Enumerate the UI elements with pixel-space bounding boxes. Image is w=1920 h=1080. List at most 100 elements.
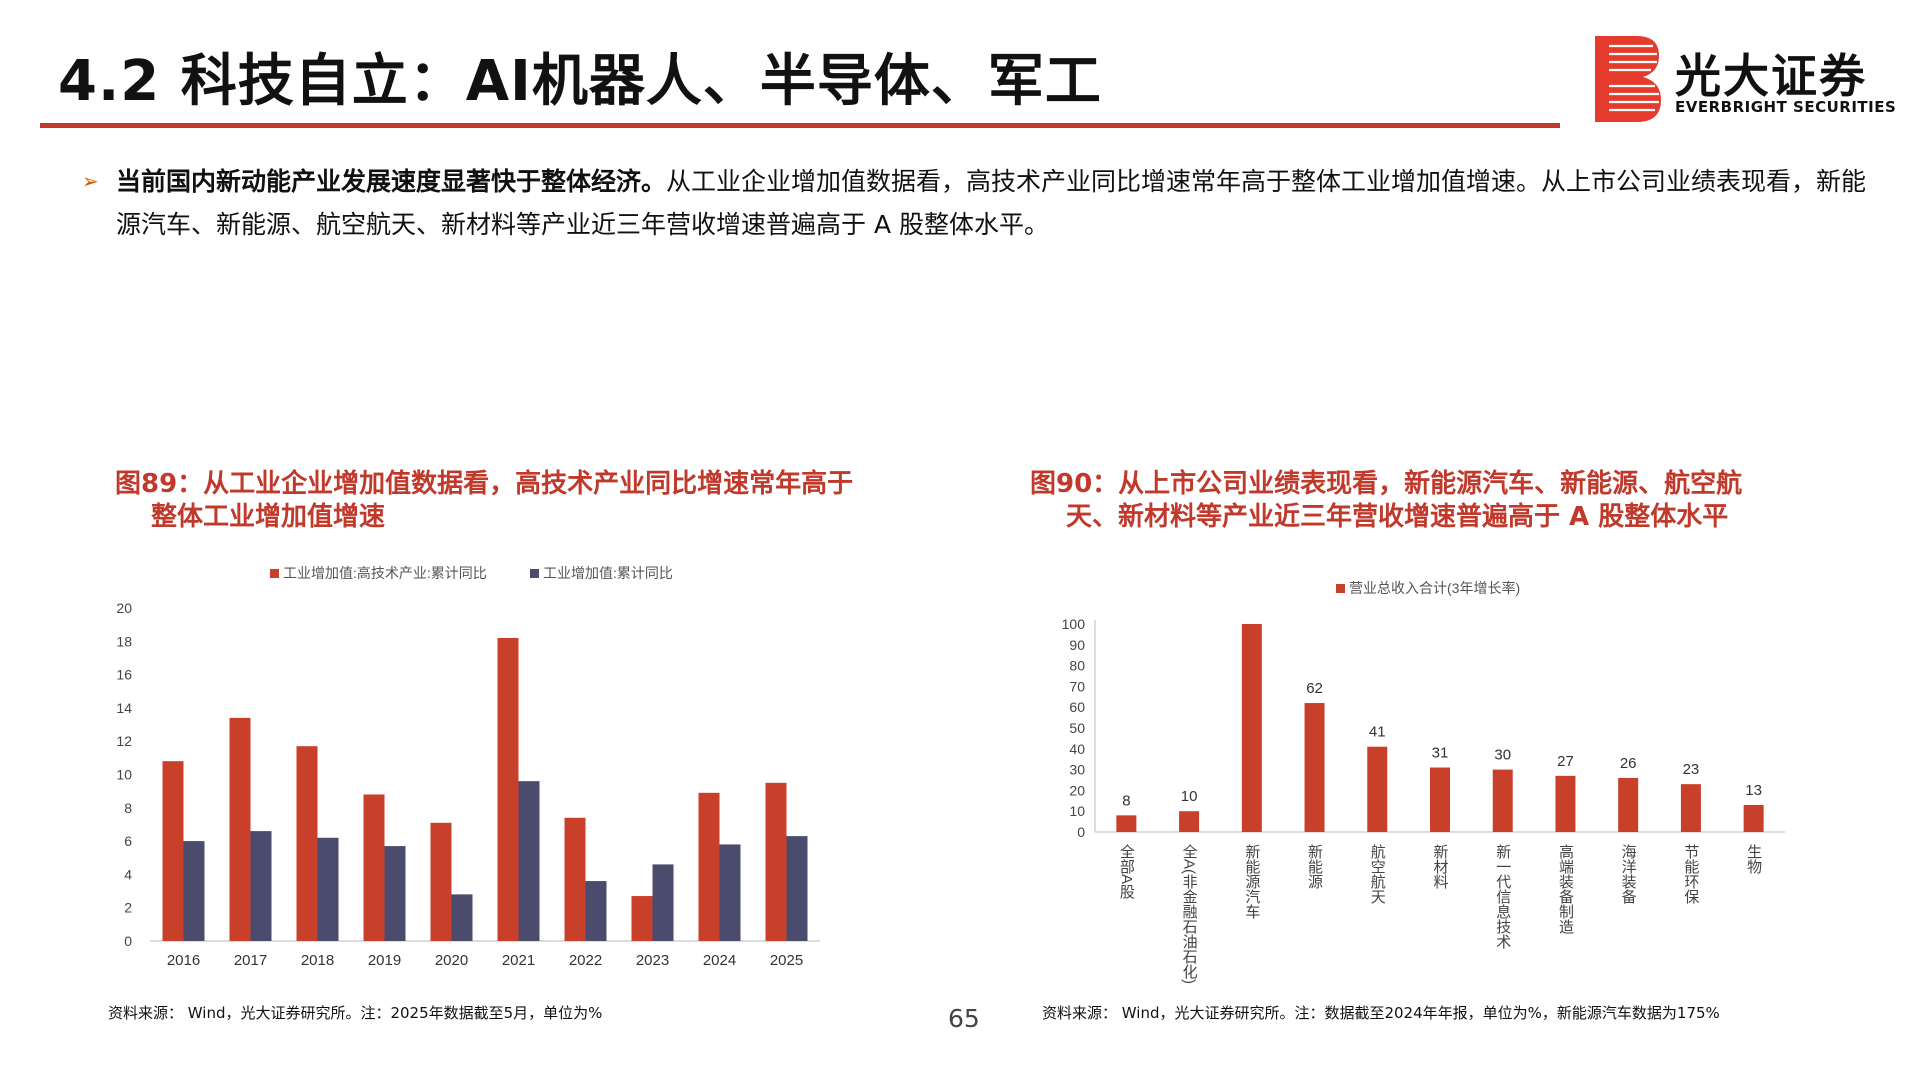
bar-hightech xyxy=(564,817,586,941)
figure-89-title: 图89：从工业企业增加值数据看，高技术产业同比增速常年高于 整体工业增加值增速 xyxy=(115,468,935,534)
x-tick-label: 航空航天 xyxy=(1369,844,1386,904)
y-tick-label: 16 xyxy=(116,667,132,683)
y-tick-label: 40 xyxy=(1069,741,1085,757)
legend-label: 工业增加值:高技术产业:累计同比 xyxy=(283,565,487,581)
logo-english-name: EVERBRIGHT SECURITIES xyxy=(1675,98,1897,116)
x-tick-label: 2019 xyxy=(368,952,401,969)
x-tick-label: 新能源汽车 xyxy=(1243,844,1260,919)
bar-revenue-growth xyxy=(1680,784,1701,832)
title-divider xyxy=(40,123,1560,128)
y-tick-label: 60 xyxy=(1069,699,1085,715)
x-tick-label: 2022 xyxy=(569,952,602,969)
bar-revenue-growth xyxy=(1555,775,1576,832)
y-tick-label: 20 xyxy=(116,600,132,616)
y-tick-label: 30 xyxy=(1069,762,1085,778)
bar-hightech xyxy=(765,782,787,941)
bar-revenue-growth xyxy=(1179,811,1200,832)
bar-revenue-growth xyxy=(1241,624,1262,832)
bar-hightech xyxy=(698,792,720,941)
chart-industrial-value-added: 0 2 4 6 8 10 12 14 16 18 20 2016 2017 2018 2019 2020 202… xyxy=(116,565,820,969)
data-label: 41 xyxy=(1369,724,1386,741)
y-tick-label: 100 xyxy=(1062,616,1086,632)
y-tick-label: 18 xyxy=(116,633,132,649)
legend-label: 营业总收入合计(3年增长率) xyxy=(1349,580,1520,596)
bar-total xyxy=(585,881,607,941)
y-tick-label: 10 xyxy=(116,767,132,783)
x-tick-label: 全部A股 xyxy=(1118,843,1135,900)
bar-hightech xyxy=(363,794,385,941)
bar-hightech xyxy=(296,746,318,941)
source-note-fig89: 资料来源： Wind，光大证券研究所。注：2025年数据截至5月，单位为% xyxy=(108,1004,603,1022)
y-tick-label: 12 xyxy=(116,733,132,749)
y-tick-label: 10 xyxy=(1069,803,1085,819)
data-label: 26 xyxy=(1620,755,1637,772)
x-tick-label: 2025 xyxy=(770,952,803,969)
x-tick-label: 新能源 xyxy=(1306,844,1323,889)
x-tick-label: 2018 xyxy=(301,952,334,969)
legend-swatch xyxy=(270,569,279,578)
bar-total xyxy=(518,781,540,941)
x-tick-label: 2017 xyxy=(234,952,267,969)
x-tick-label: 2016 xyxy=(167,952,200,969)
bar-hightech xyxy=(162,761,184,941)
figure-90-title-line2: 天、新材料等产业近三年营收增速普遍高于 A 股整体水平 xyxy=(1066,502,1729,532)
figure-90-title: 图90：从上市公司业绩表现看，新能源汽车、新能源、航空航 天、新材料等产业近三年… xyxy=(1030,468,1830,534)
y-tick-label: 4 xyxy=(124,866,132,882)
bullet-bold-lead: 当前国内新动能产业发展速度显著快于整体经济。 xyxy=(116,167,667,196)
x-tick-label: 全A(非金融石油石化) xyxy=(1181,843,1198,984)
data-label: 8 xyxy=(1122,792,1130,809)
bullet-body: 从工业企业增加值数据看，高技术产业同比增速常年高于整体工业增加值增速。从上市公司… xyxy=(116,167,1867,239)
bar-revenue-growth xyxy=(1743,804,1764,832)
x-tick-label: 新材料 xyxy=(1432,844,1449,889)
data-label: 10 xyxy=(1181,788,1198,805)
arrow-bullet-icon: ➢ xyxy=(82,169,99,193)
bar-revenue-growth xyxy=(1304,703,1325,832)
y-tick-label: 20 xyxy=(1069,782,1085,798)
data-label: 62 xyxy=(1306,680,1323,697)
figure-89-title-line1: 图89：从工业企业增加值数据看，高技术产业同比增速常年高于 xyxy=(115,469,854,499)
y-tick-label: 50 xyxy=(1069,720,1085,736)
legend-swatch xyxy=(530,569,539,578)
x-tick-label: 生物 xyxy=(1745,844,1762,875)
bar-revenue-growth xyxy=(1116,815,1137,832)
bar-revenue-growth xyxy=(1618,777,1639,832)
x-tick-label: 海洋装备 xyxy=(1620,844,1637,904)
logo-chinese-name: 光大证券 xyxy=(1675,49,1867,103)
y-tick-label: 80 xyxy=(1069,658,1085,674)
page-title: 4.2 科技自立：AI机器人、半导体、军工 xyxy=(58,49,1102,114)
figure-90-title-line1: 图90：从上市公司业绩表现看，新能源汽车、新能源、航空航 xyxy=(1030,469,1743,499)
y-tick-label: 2 xyxy=(124,900,132,916)
bar-hightech xyxy=(631,896,653,941)
figure-89-title-line2: 整体工业增加值增速 xyxy=(151,502,386,532)
x-tick-label: 节能环保 xyxy=(1682,844,1699,904)
bar-revenue-growth xyxy=(1492,769,1513,832)
bar-total xyxy=(384,846,406,941)
bar-revenue-growth xyxy=(1367,746,1388,832)
bar-hightech xyxy=(229,717,251,941)
x-tick-label: 2024 xyxy=(703,952,736,969)
bar-total xyxy=(786,836,808,941)
company-logo: 光大证券 EVERBRIGHT SECURITIES xyxy=(1595,36,1897,126)
y-tick-label: 14 xyxy=(116,700,132,716)
legend-swatch xyxy=(1336,584,1345,593)
bar-total xyxy=(317,837,339,941)
legend-label: 工业增加值:累计同比 xyxy=(543,565,673,581)
everbright-logo-icon xyxy=(1595,36,1661,122)
data-label: 30 xyxy=(1494,747,1511,764)
x-tick-label: 2020 xyxy=(435,952,468,969)
bar-revenue-growth xyxy=(1430,767,1450,832)
data-label: 13 xyxy=(1745,782,1762,799)
bar-total xyxy=(719,844,741,941)
chart-revenue-growth: 0 10 20 30 40 50 60 70 80 90 100 8 全部A股 10 全A(非金融石油石化)… xyxy=(1062,580,1785,984)
bar-total xyxy=(250,831,272,941)
y-tick-label: 70 xyxy=(1069,678,1085,694)
y-tick-label: 8 xyxy=(124,800,132,816)
y-tick-label: 0 xyxy=(124,933,132,949)
source-note-fig90: 资料来源： Wind，光大证券研究所。注：数据截至2024年年报，单位为%，新能… xyxy=(1042,1004,1720,1022)
bar-total xyxy=(451,894,473,941)
data-label: 31 xyxy=(1432,745,1449,762)
data-label: 27 xyxy=(1557,753,1574,770)
bar-total xyxy=(652,864,674,941)
bullet-text: 当前国内新动能产业发展速度显著快于整体经济。从工业企业增加值数据看，高技术产业同… xyxy=(116,160,1876,246)
x-tick-label: 新一代信息技术 xyxy=(1494,844,1511,949)
